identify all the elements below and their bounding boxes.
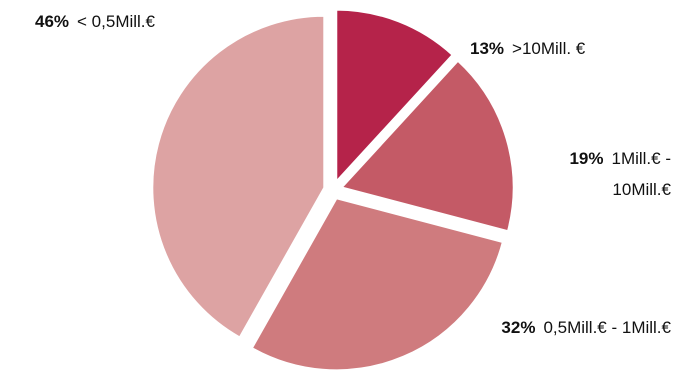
pie-slice: [339, 59, 515, 233]
value-label: 32%: [501, 318, 536, 337]
category-label: 0,5Mill.€ - 1Mill.€: [543, 318, 671, 337]
pie-slice: [335, 8, 454, 185]
value-label: 46%: [35, 12, 70, 31]
slice-label: 46% < 0,5Mill.€: [35, 6, 285, 37]
slice-label: 32% 0,5Mill.€ - 1Mill.€: [482, 312, 671, 343]
category-label: >10Mill. €: [512, 39, 586, 58]
slice-label: 19% 1Mill.€ - 10Mill.€: [523, 143, 671, 205]
slice-label: 13% >10Mill. €: [470, 33, 670, 64]
pie-slice: [250, 197, 505, 370]
pie-slice: [151, 14, 326, 339]
value-label: 13%: [470, 39, 505, 58]
category-label: < 0,5Mill.€: [77, 12, 155, 31]
category-label: 1Mill.€ - 10Mill.€: [611, 149, 671, 199]
value-label: 19%: [569, 149, 604, 168]
